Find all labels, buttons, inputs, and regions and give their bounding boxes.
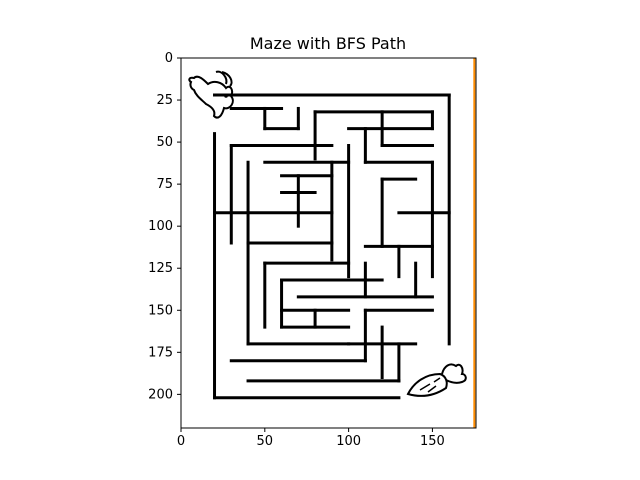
y-tick-label: 200	[148, 387, 173, 402]
plot-frame	[180, 57, 477, 429]
plot-area	[180, 57, 477, 429]
chart-title: Maze with BFS Path	[250, 34, 406, 53]
x-tick-label: 150	[420, 434, 445, 449]
x-axis: 0 50 100 150	[177, 428, 445, 449]
carrot-icon	[406, 363, 467, 397]
maze-walls	[213, 93, 451, 400]
y-tick-label: 25	[156, 93, 173, 108]
x-tick-label: 0	[177, 434, 185, 449]
y-axis: 0 25 50 75 100 125 150 175 200	[148, 51, 181, 402]
y-tick-label: 50	[156, 135, 173, 150]
y-tick-label: 175	[148, 345, 173, 360]
rabbit-icon	[188, 70, 234, 119]
x-tick-label: 100	[336, 434, 361, 449]
y-tick-label: 125	[148, 261, 173, 276]
x-tick-label: 50	[257, 434, 274, 449]
y-tick-label: 0	[165, 51, 173, 66]
y-tick-label: 150	[148, 303, 173, 318]
y-tick-label: 100	[148, 219, 173, 234]
y-tick-label: 75	[156, 177, 173, 192]
